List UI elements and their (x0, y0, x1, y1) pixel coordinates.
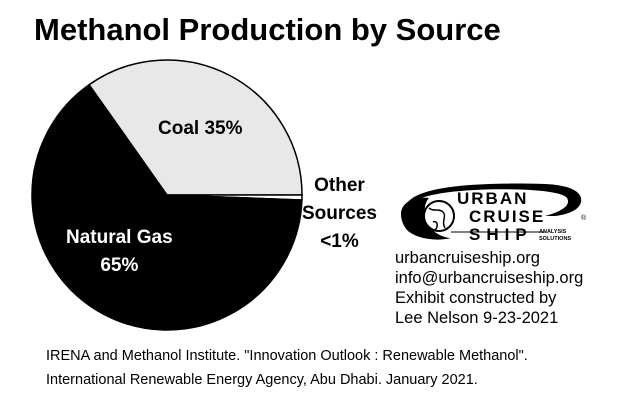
logo-text-cruise: CRUISE (469, 207, 545, 226)
logo-registered-mark-2: ® (581, 214, 587, 222)
slice-label-other-line2: Sources (302, 203, 377, 224)
pie-slice-natural-gas (31, 83, 303, 331)
credit-text: Exhibit constructed by (395, 289, 557, 307)
logo-registered-mark: ® (567, 188, 573, 196)
source-citation: IRENA and Methanol Institute. "Innovatio… (46, 344, 528, 392)
slice-label-other-line1: Other (314, 175, 365, 196)
email-link[interactable]: info@urbancruiseship.org (395, 269, 584, 287)
slice-label-other-sources: Other Sources <1% (302, 172, 377, 256)
pie-slice-coal (88, 59, 303, 196)
slice-label-other-value: <1% (320, 231, 359, 252)
logo-text-urban: URBAN (457, 189, 528, 208)
contact-block: urbancruiseship.org info@urbancruiseship… (395, 248, 583, 328)
website-link[interactable]: urbancruiseship.org (395, 249, 540, 267)
citation-line-1: IRENA and Methanol Institute. "Innovatio… (46, 348, 528, 364)
logo-text-ship: SHIP (469, 225, 533, 244)
logo-tagline-solutions: SOLUTIONS (539, 236, 571, 242)
slice-label-natural-gas-value: 65% (100, 255, 139, 276)
logo-tagline-analysis: ANALYSIS (539, 229, 567, 235)
slice-label-natural-gas: Natural Gas 65% (66, 224, 173, 280)
author-date-text: Lee Nelson 9-23-2021 (395, 309, 559, 327)
citation-line-2: International Renewable Energy Agency, A… (46, 372, 478, 388)
urban-cruise-ship-logo: URBAN CRUISE SHIP ANALYSIS SOLUTIONS ® ® (401, 183, 587, 244)
chart-title: Methanol Production by Source (34, 12, 501, 47)
slice-label-coal: Coal 35% (158, 118, 243, 139)
slice-label-natural-gas-name: Natural Gas (66, 227, 173, 248)
